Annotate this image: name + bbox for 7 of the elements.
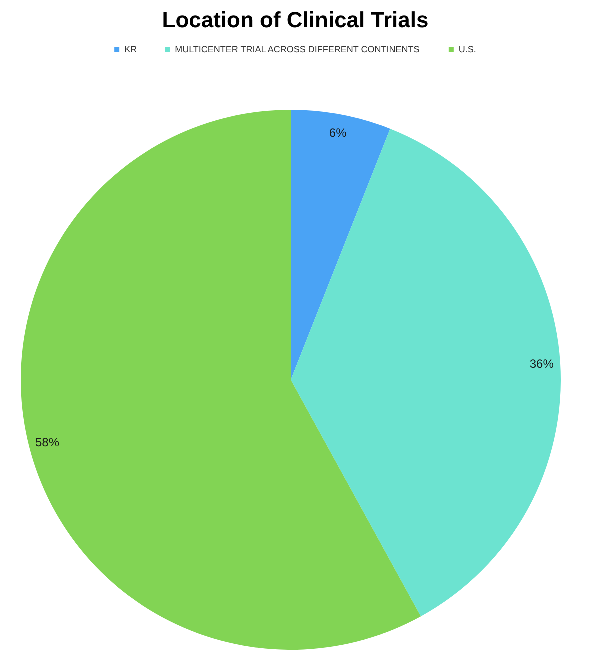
- legend-label: KR: [124, 44, 138, 54]
- data-label: 36%: [530, 357, 554, 372]
- data-label: 58%: [35, 436, 60, 450]
- data-label: 6%: [329, 126, 348, 140]
- legend-label: U.S.: [458, 44, 476, 54]
- chart-title: Location of Clinical Trials: [162, 8, 429, 32]
- legend-label: MULTICENTER TRIAL ACROSS DIFFERENT CONTINENTS: [175, 44, 420, 54]
